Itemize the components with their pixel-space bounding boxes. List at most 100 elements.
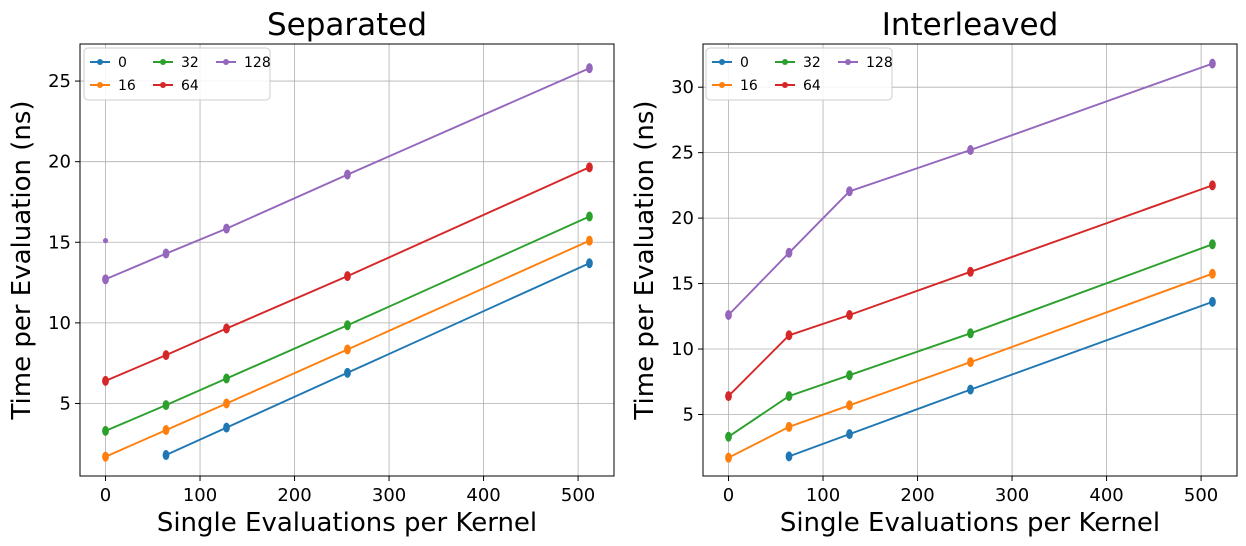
x-tick-label: 500 [561, 485, 595, 506]
data-point-32 [102, 425, 109, 436]
y-axis-label: Time per Evaluation (ns) [630, 100, 660, 420]
legend-marker-64 [782, 82, 788, 88]
x-tick-label: 400 [1089, 485, 1123, 506]
data-point-128 [785, 247, 793, 258]
x-tick-label: 500 [1184, 485, 1218, 506]
chart-title: Interleaved [882, 7, 1059, 43]
data-point-128 [162, 248, 170, 259]
y-axis-label: Time per Evaluation (ns) [7, 100, 37, 420]
data-point-32 [725, 431, 732, 442]
data-point-32 [1209, 239, 1216, 250]
legend-marker-32 [782, 59, 788, 65]
y-tick-label: 5 [60, 393, 71, 414]
data-point-64 [344, 271, 351, 282]
y-tick-label: 15 [48, 232, 71, 253]
data-point-0 [162, 450, 170, 461]
legend-label-128: 128 [244, 55, 271, 71]
y-tick-label: 15 [671, 274, 694, 295]
legend-label-32: 32 [181, 55, 199, 71]
series-line-128 [727, 62, 1213, 316]
data-point-128 [102, 274, 109, 285]
data-point-64 [1209, 180, 1216, 191]
y-tick-label: 20 [48, 152, 71, 173]
data-point-16 [223, 398, 230, 409]
data-point-32 [223, 373, 230, 384]
data-point-0 [967, 384, 974, 395]
y-tick-label: 30 [671, 77, 694, 98]
chart-title: Separated [267, 7, 427, 43]
data-point-32 [162, 400, 170, 411]
data-point-128 [344, 169, 351, 180]
legend-box [705, 47, 893, 101]
data-point-16 [785, 421, 793, 432]
x-tick-label: 100 [806, 485, 840, 506]
data-point-128 [1209, 58, 1216, 69]
x-tick-label: 0 [723, 485, 734, 506]
data-point-64 [846, 309, 853, 320]
data-point-0 [1209, 296, 1216, 307]
outlier-point-128 [102, 238, 109, 244]
legend-marker-16 [719, 82, 725, 88]
x-tick-label: 0 [100, 485, 111, 506]
legend-marker-0 [97, 59, 103, 65]
data-point-128 [967, 145, 974, 156]
data-point-16 [162, 425, 170, 436]
data-point-16 [102, 451, 109, 462]
data-point-64 [102, 375, 109, 386]
data-point-16 [725, 452, 732, 463]
data-point-64 [162, 350, 170, 361]
data-point-32 [586, 211, 593, 222]
data-point-128 [846, 186, 853, 197]
data-point-16 [344, 344, 351, 355]
data-point-0 [223, 422, 230, 433]
x-tick-label: 400 [466, 485, 500, 506]
data-point-32 [344, 320, 351, 331]
plot-frame [702, 43, 1238, 477]
legend-marker-16 [97, 82, 103, 88]
plot-frame [79, 43, 615, 477]
data-point-0 [344, 367, 351, 378]
data-point-32 [785, 391, 793, 402]
data-point-0 [586, 258, 593, 269]
legend-label-16: 16 [740, 78, 758, 94]
data-point-32 [846, 370, 853, 381]
x-tick-label: 200 [900, 485, 934, 506]
legend-marker-32 [160, 59, 166, 65]
legend-marker-0 [719, 59, 725, 65]
chart-panel-1: 0 100 200 300 400 500 5 10 15 20 25 Separated Single… [7, 7, 615, 538]
data-point-64 [967, 266, 974, 277]
data-point-16 [846, 400, 853, 411]
data-point-16 [586, 235, 593, 246]
legend-label-16: 16 [118, 78, 136, 94]
data-point-32 [967, 328, 974, 339]
legend-label-32: 32 [803, 55, 821, 71]
data-point-128 [586, 63, 593, 74]
y-tick-label: 25 [671, 143, 694, 164]
series-line-0 [788, 301, 1213, 458]
x-axis-label: Single Evaluations per Kernel [157, 508, 537, 538]
data-point-64 [785, 330, 793, 341]
data-point-0 [846, 429, 853, 440]
data-point-64 [223, 323, 230, 334]
legend-marker-128 [845, 59, 851, 65]
legend-marker-64 [160, 82, 166, 88]
y-tick-label: 25 [48, 71, 71, 92]
data-point-16 [1209, 268, 1216, 279]
data-point-128 [223, 223, 230, 234]
legend-label-64: 64 [803, 78, 821, 94]
y-tick-label: 10 [48, 313, 71, 334]
legend-label-64: 64 [181, 78, 199, 94]
x-axis-label: Single Evaluations per Kernel [780, 508, 1160, 538]
data-point-128 [725, 309, 732, 320]
y-tick-label: 5 [683, 404, 694, 425]
series-line-0 [165, 262, 590, 456]
data-point-64 [725, 391, 732, 402]
y-tick-label: 10 [671, 339, 694, 360]
x-tick-label: 300 [372, 485, 406, 506]
legend-box [83, 47, 271, 101]
x-tick-label: 100 [183, 485, 217, 506]
legend-marker-128 [223, 59, 229, 65]
legend-label-128: 128 [866, 55, 893, 71]
legend-label-0: 0 [118, 55, 127, 71]
